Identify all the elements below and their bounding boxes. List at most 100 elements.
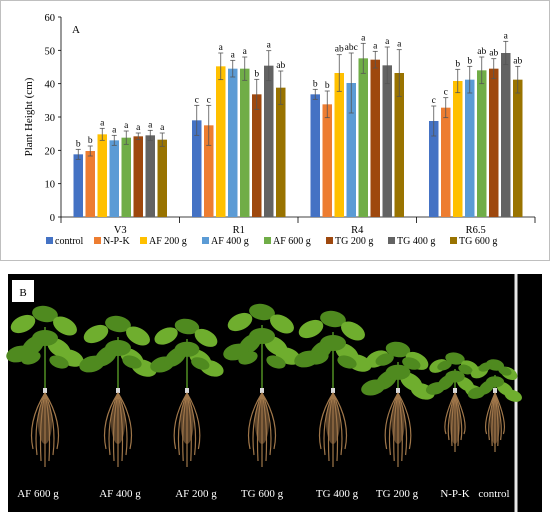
leaf: [126, 326, 150, 346]
panel-a-letter: A: [72, 24, 80, 36]
root: [261, 392, 272, 456]
leaf: [467, 387, 486, 399]
legend-label: N-P-K: [103, 236, 130, 247]
legend-label: TG 600 g: [459, 236, 497, 247]
bar: [334, 73, 344, 217]
panel-b-letter: B: [19, 287, 26, 299]
leaf: [249, 328, 275, 344]
root-mass: [38, 400, 52, 444]
bar: [358, 58, 368, 218]
legend-label: AF 200 g: [149, 236, 187, 247]
root: [323, 392, 334, 456]
significance-letter: b: [254, 69, 259, 79]
legend-swatch: [388, 237, 395, 244]
leaf: [337, 355, 357, 369]
y-tick-label: 10: [45, 180, 56, 191]
bar: [145, 135, 155, 217]
leaf: [320, 335, 346, 351]
leaf: [270, 314, 294, 334]
root: [397, 392, 412, 450]
legend-swatch: [46, 237, 53, 244]
leaf: [122, 355, 142, 369]
leaf: [504, 389, 522, 402]
significance-letter: abc: [345, 43, 358, 53]
leaf: [478, 362, 492, 372]
root-crown: [453, 388, 457, 393]
plant-label: N-P-K: [440, 488, 469, 500]
root-mass: [449, 400, 461, 444]
bar: [240, 68, 250, 218]
x-tick-label: V3: [114, 225, 127, 236]
significance-letter: b: [467, 56, 472, 66]
root: [44, 392, 60, 450]
root: [318, 392, 334, 450]
root-crown: [396, 388, 400, 393]
significance-letter: ab: [477, 47, 486, 57]
bar: [133, 136, 143, 217]
leaf: [105, 340, 131, 356]
bar: [489, 68, 499, 218]
leaf: [298, 319, 324, 339]
significance-letter: b: [325, 81, 330, 91]
bar: [228, 68, 238, 218]
bar: [370, 59, 380, 217]
significance-letter: ab: [335, 45, 344, 55]
significance-letter: c: [207, 95, 211, 105]
legend-label: TG 200 g: [335, 236, 373, 247]
leaf: [32, 305, 58, 323]
root: [444, 392, 456, 435]
bar: [157, 139, 167, 217]
significance-letter: b: [88, 136, 93, 146]
plant-photo: B AF 600 g AF 400 g AF 200 g TG 600 g TG 400 …: [0, 262, 550, 516]
bar: [465, 79, 475, 218]
leaf: [94, 351, 114, 365]
legend-swatch: [450, 237, 457, 244]
photo-background: [8, 274, 542, 512]
root: [177, 392, 188, 456]
leaf: [53, 316, 77, 336]
leaf: [375, 353, 394, 366]
root-mass: [490, 400, 500, 444]
leaf: [249, 303, 275, 321]
bar: [192, 120, 202, 217]
bar: [346, 83, 356, 217]
root: [384, 392, 399, 450]
legend-label: TG 400 g: [397, 236, 435, 247]
leaf: [164, 353, 183, 366]
significance-letter: a: [136, 123, 141, 133]
root: [332, 392, 348, 450]
bar: [216, 66, 226, 217]
leaf: [385, 341, 411, 358]
root: [173, 392, 188, 450]
leaf: [425, 382, 446, 395]
significance-letter: ab: [513, 56, 522, 66]
x-tick-label: R1: [233, 225, 245, 236]
root: [454, 392, 466, 435]
leaf: [309, 351, 329, 365]
plant-label: control: [478, 488, 509, 500]
significance-letter: a: [124, 121, 129, 131]
significance-letter: c: [195, 95, 199, 105]
significance-letter: a: [397, 40, 402, 50]
bar: [73, 154, 83, 217]
root: [44, 392, 55, 456]
plant-label: AF 600 g: [17, 488, 59, 500]
root: [30, 392, 46, 450]
root: [332, 392, 343, 456]
y-tick-label: 60: [45, 13, 56, 24]
plant-label: AF 200 g: [175, 488, 217, 500]
root: [447, 392, 456, 441]
bar: [382, 65, 392, 217]
root: [252, 392, 263, 456]
leaf: [385, 364, 411, 380]
significance-letter: a: [219, 43, 224, 53]
significance-letter: ab: [489, 49, 498, 59]
root-crown: [260, 388, 264, 393]
leaf: [83, 324, 109, 344]
root-mass: [391, 400, 405, 444]
leaf: [485, 376, 505, 388]
legend-label: control: [55, 236, 84, 247]
bar: [441, 107, 451, 217]
x-tick-label: R6.5: [466, 225, 486, 236]
root: [397, 392, 408, 456]
